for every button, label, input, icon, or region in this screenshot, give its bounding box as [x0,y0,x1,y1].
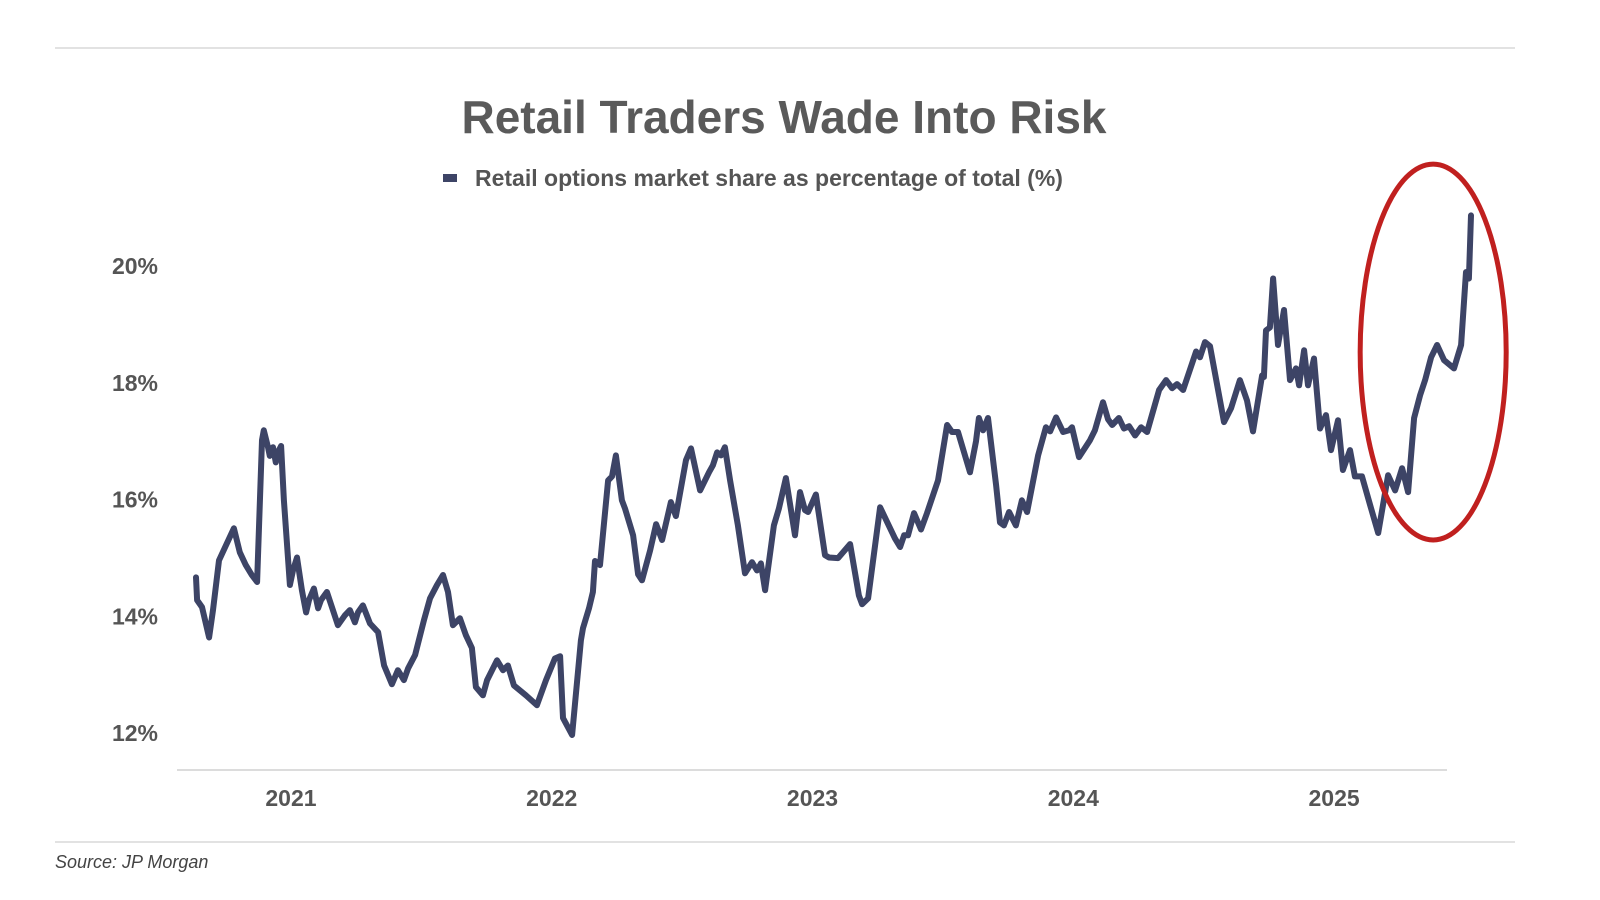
x-axis: 2021 2022 2023 2024 2025 [265,785,1359,811]
chart-title: Retail Traders Wade Into Risk [461,91,1106,143]
legend: Retail options market share as percentag… [443,165,1063,191]
x-tick-label: 2025 [1308,785,1359,811]
y-tick-label: 20% [112,253,158,279]
x-tick-label: 2024 [1048,785,1099,811]
x-tick-label: 2023 [787,785,838,811]
legend-marker [443,174,457,182]
x-tick-label: 2022 [526,785,577,811]
x-tick-label: 2021 [265,785,316,811]
y-tick-label: 12% [112,720,158,746]
highlight-ellipse [1357,161,1509,543]
y-tick-label: 18% [112,370,158,396]
y-axis: 12% 14% 16% 18% 20% [112,253,158,746]
source-note: Source: JP Morgan [55,852,208,872]
y-tick-label: 16% [112,487,158,513]
y-tick-label: 14% [112,603,158,629]
series-line-retail-options-share [193,212,1474,738]
legend-label: Retail options market share as percentag… [475,165,1063,191]
